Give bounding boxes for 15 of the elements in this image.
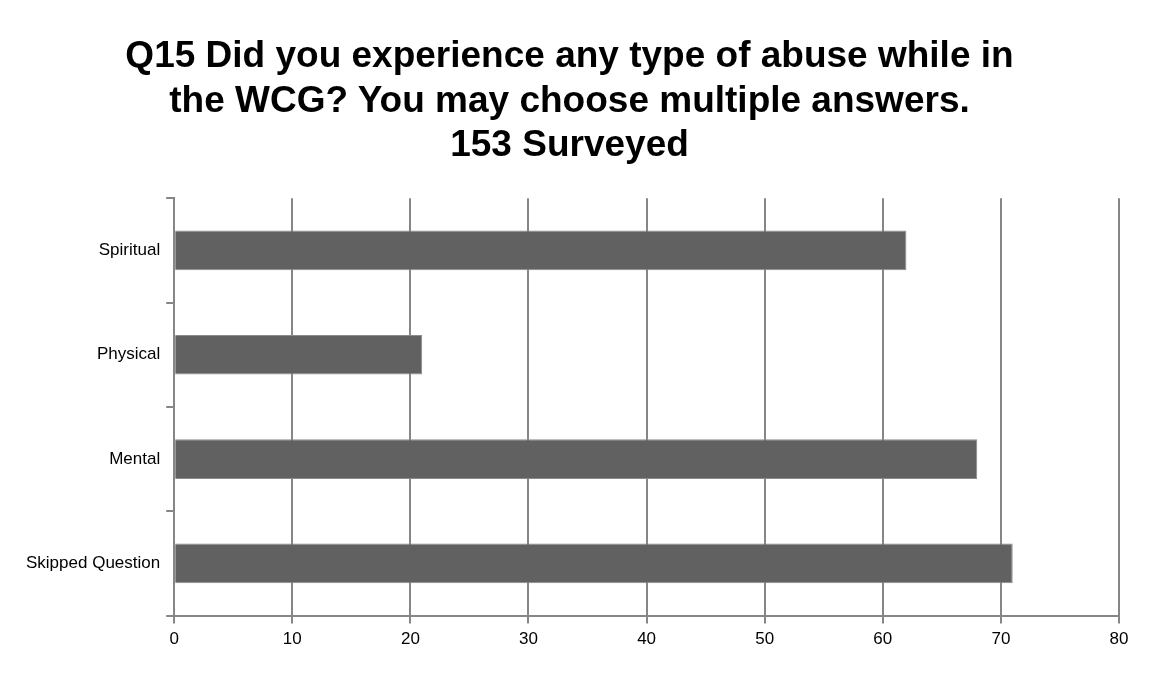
y-tick-label: Physical bbox=[96, 344, 161, 364]
x-tick-label: 80 bbox=[1109, 629, 1129, 649]
x-tick-label: 20 bbox=[400, 629, 420, 649]
x-tick-label: 30 bbox=[519, 629, 538, 649]
y-tick-label: Spiritual bbox=[98, 240, 161, 260]
chart-title: Q15 Did you experience any type of abuse while in the WCG? You may choose multiple answers. bbox=[125, 34, 1014, 120]
x-tick-label: 50 bbox=[755, 629, 775, 649]
x-tick-label: 10 bbox=[282, 629, 302, 649]
x-tick-label: 0 bbox=[169, 629, 179, 649]
y-tick-label: Skipped Question bbox=[26, 553, 161, 573]
x-tick-label: 70 bbox=[991, 629, 1011, 649]
x-tick-label: 60 bbox=[873, 629, 893, 649]
x-tick-label: 40 bbox=[637, 629, 657, 649]
chart-subtitle: 153 Surveyed bbox=[450, 123, 689, 165]
y-tick-label: Mental bbox=[109, 448, 161, 468]
